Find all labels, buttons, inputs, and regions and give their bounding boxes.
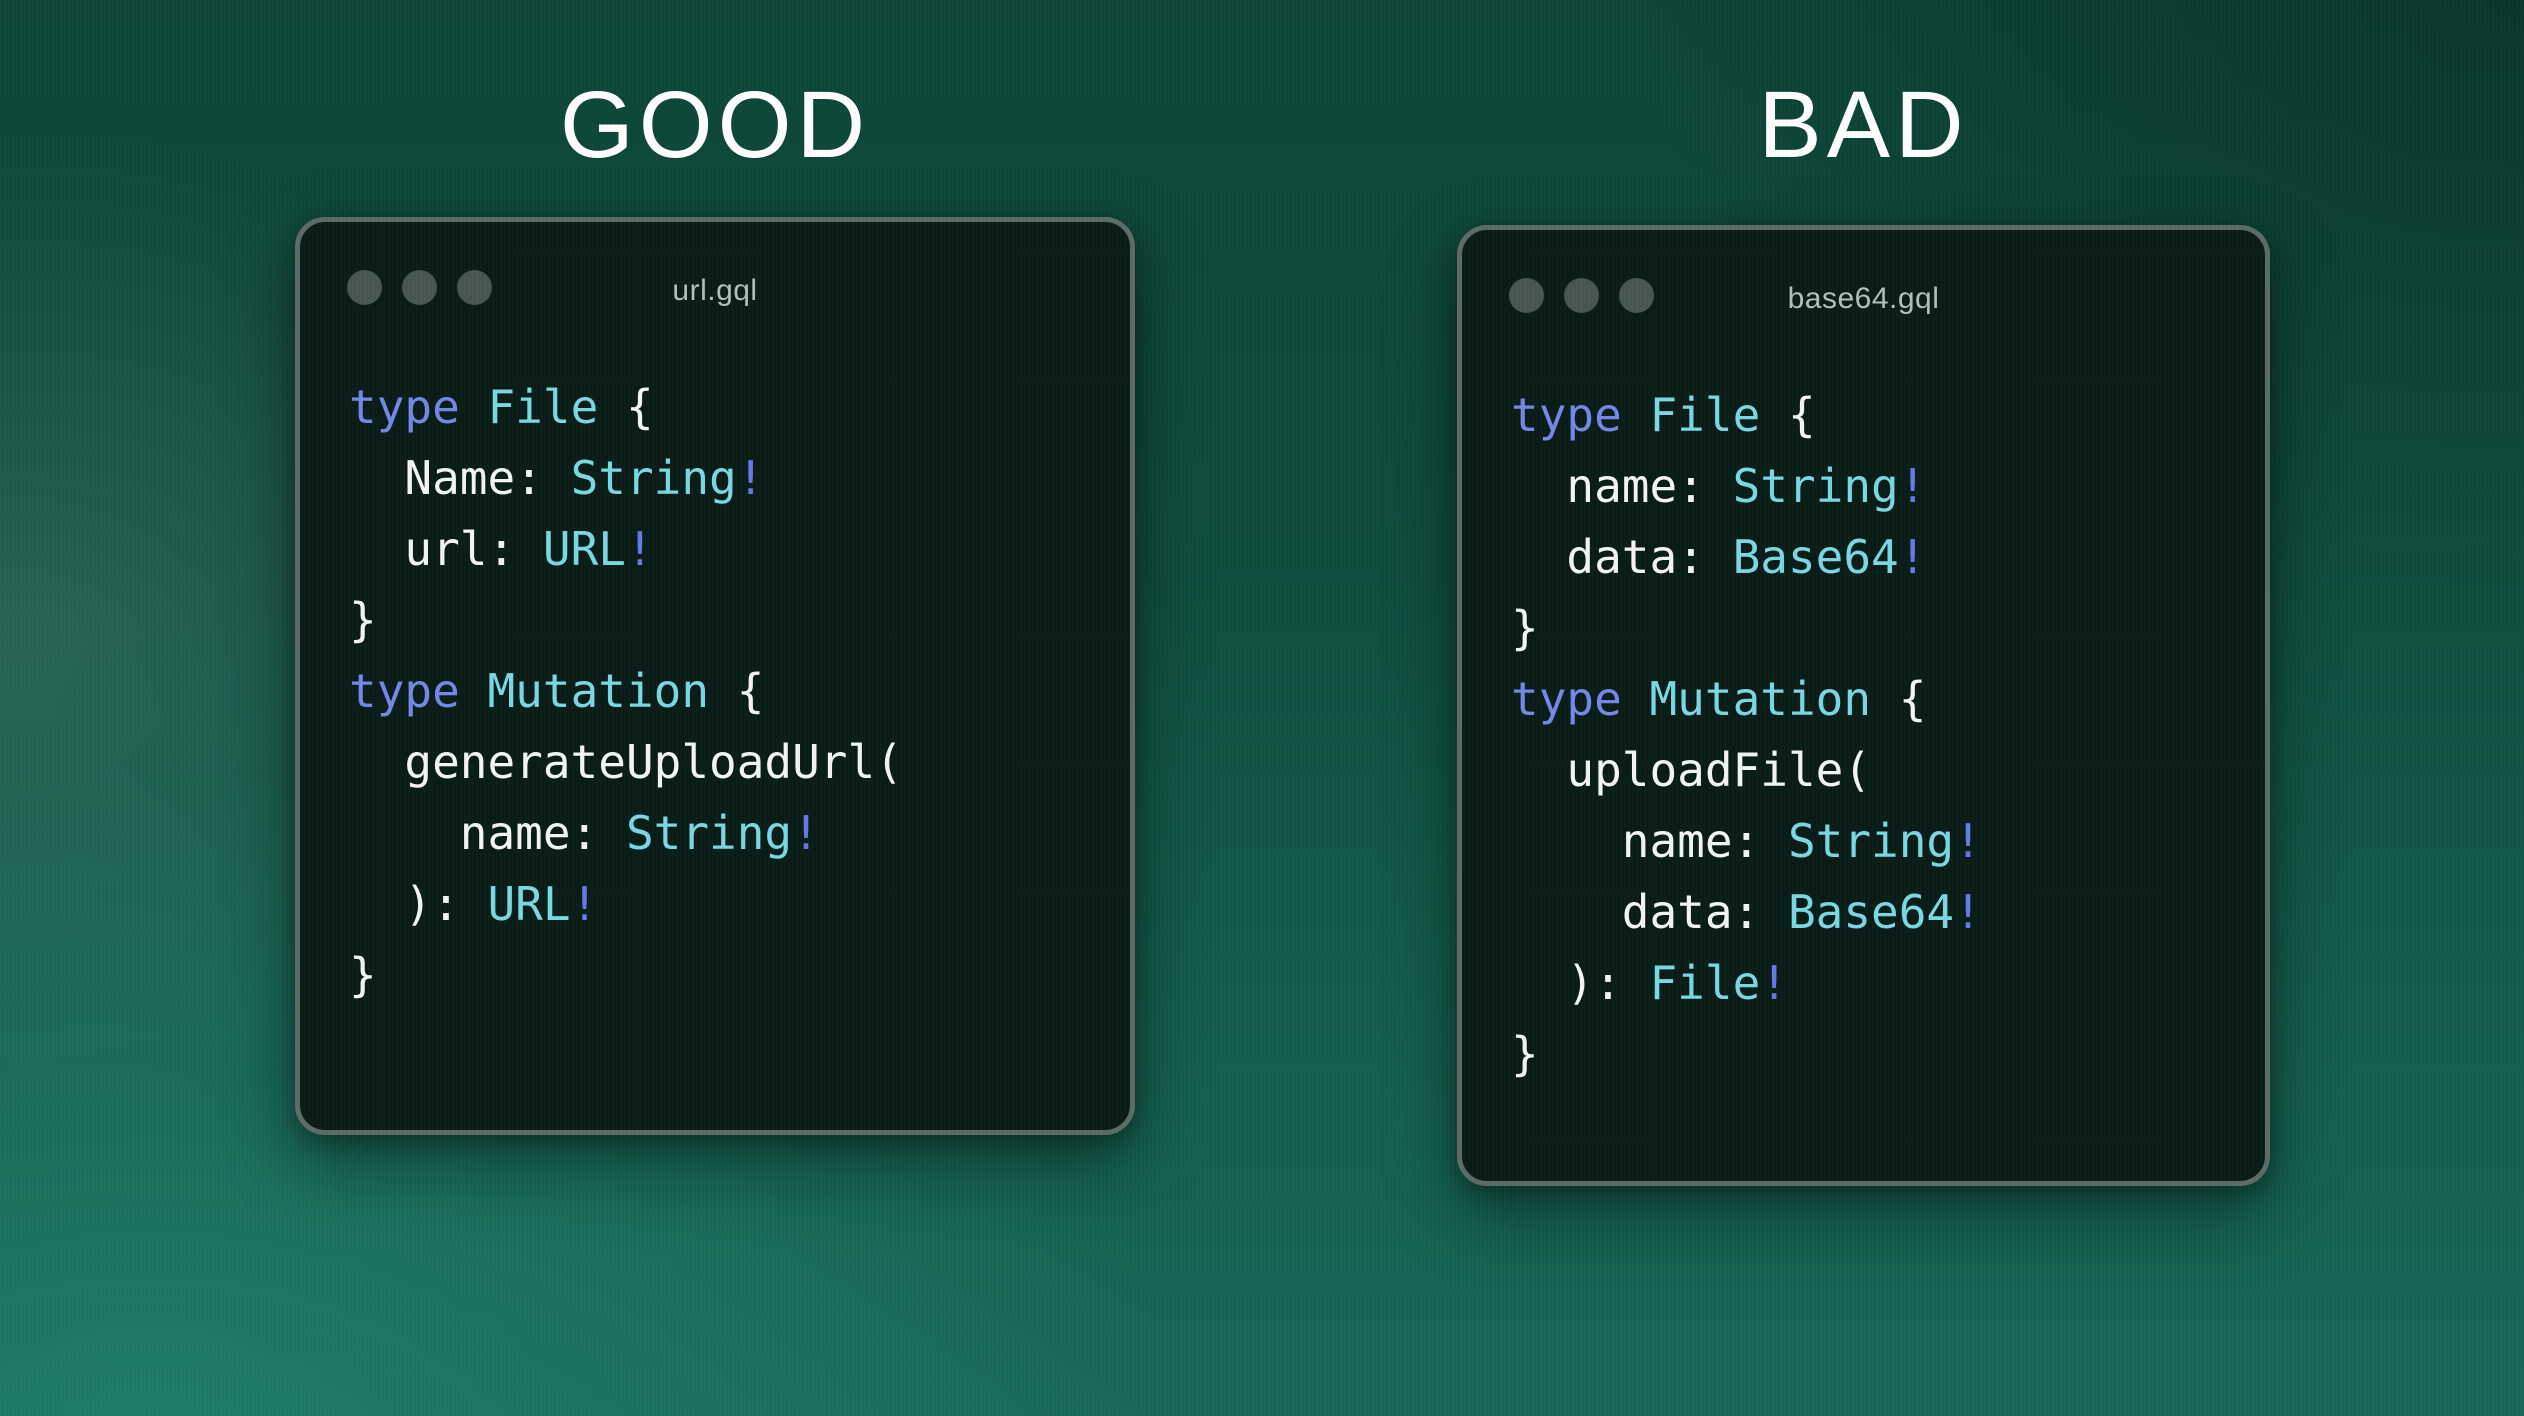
code-token: File bbox=[487, 380, 599, 434]
code-line: ): URL! bbox=[349, 869, 1120, 940]
window-title: url.gql bbox=[672, 274, 758, 307]
code-token: type bbox=[349, 380, 460, 434]
code-line: ): File! bbox=[1511, 948, 2255, 1019]
code-token: Base64 bbox=[1732, 530, 1899, 584]
code-token: String bbox=[625, 806, 793, 860]
code-token: File bbox=[1649, 956, 1761, 1010]
traffic-lights bbox=[1509, 278, 1654, 313]
code-token: type bbox=[349, 664, 460, 718]
code-token bbox=[460, 380, 488, 434]
code-token: ! bbox=[1760, 956, 1788, 1010]
code-line: type File { bbox=[349, 372, 1120, 443]
code-token: ): bbox=[1511, 956, 1650, 1010]
code-token: ! bbox=[1954, 814, 1982, 868]
traffic-lights bbox=[347, 270, 492, 305]
code-token: Mutation bbox=[487, 664, 710, 718]
code-window-good: url.gql type File { Name: String! url: U… bbox=[295, 217, 1135, 1135]
code-token bbox=[460, 664, 488, 718]
code-line: data: Base64! bbox=[1511, 522, 2255, 593]
code-token: generateUploadUrl( bbox=[349, 735, 903, 789]
code-token: Base64 bbox=[1787, 885, 1955, 939]
code-token: URL bbox=[542, 522, 626, 576]
window-control-dot-icon[interactable] bbox=[347, 270, 382, 305]
code-line: name: String! bbox=[349, 798, 1120, 869]
code-line: } bbox=[349, 940, 1120, 1011]
code-line: uploadFile( bbox=[1511, 735, 2255, 806]
code-editor: type File { name: String! data: Base64!}… bbox=[1462, 360, 2265, 1090]
code-token: url: bbox=[349, 522, 543, 576]
code-editor: type File { Name: String! url: URL!} type… bbox=[300, 352, 1130, 1011]
code-line: name: String! bbox=[1511, 451, 2255, 522]
code-token: Mutation bbox=[1649, 672, 1872, 726]
code-token: type bbox=[1511, 388, 1622, 442]
code-line: } bbox=[349, 585, 1120, 656]
window-title: base64.gql bbox=[1787, 282, 1940, 315]
code-token: data: bbox=[1511, 885, 1788, 939]
code-token: ! bbox=[736, 451, 765, 505]
window-control-dot-icon[interactable] bbox=[1509, 278, 1544, 313]
code-token bbox=[1622, 388, 1650, 442]
code-token: data: bbox=[1511, 530, 1733, 584]
code-token: ): bbox=[349, 877, 488, 931]
window-titlebar: base64.gql bbox=[1462, 230, 2265, 360]
verdict-heading-bad: BAD bbox=[1758, 72, 1969, 178]
code-token: } bbox=[1511, 601, 1539, 655]
code-token: { bbox=[598, 380, 654, 434]
code-line: Name: String! bbox=[349, 443, 1120, 514]
window-control-dot-icon[interactable] bbox=[1619, 278, 1654, 313]
window-control-dot-icon[interactable] bbox=[402, 270, 437, 305]
code-token: ! bbox=[1898, 459, 1927, 513]
code-line: } bbox=[1511, 1019, 2255, 1090]
code-line: type Mutation { bbox=[1511, 664, 2255, 735]
code-line: data: Base64! bbox=[1511, 877, 2255, 948]
code-token: String bbox=[1787, 814, 1955, 868]
code-token: ! bbox=[625, 522, 654, 576]
code-token: ! bbox=[570, 877, 599, 931]
code-line: type File { bbox=[1511, 380, 2255, 451]
code-token: ! bbox=[1898, 530, 1927, 584]
code-token: String bbox=[1732, 459, 1899, 513]
code-token: } bbox=[349, 948, 377, 1002]
code-token: } bbox=[1511, 1027, 1539, 1081]
code-line: generateUploadUrl( bbox=[349, 727, 1120, 798]
code-token: name: bbox=[349, 806, 626, 860]
code-line: name: String! bbox=[1511, 806, 2255, 877]
verdict-heading-good: GOOD bbox=[559, 72, 871, 178]
window-titlebar: url.gql bbox=[300, 222, 1130, 352]
code-token: type bbox=[1511, 672, 1622, 726]
code-token: ! bbox=[792, 806, 820, 860]
code-token: URL bbox=[487, 877, 571, 931]
code-token: } bbox=[349, 593, 377, 647]
code-token: uploadFile( bbox=[1511, 743, 1872, 797]
code-token: name: bbox=[1511, 459, 1733, 513]
code-token: String bbox=[570, 451, 737, 505]
code-token: { bbox=[1760, 388, 1816, 442]
code-token: File bbox=[1649, 388, 1761, 442]
window-control-dot-icon[interactable] bbox=[1564, 278, 1599, 313]
code-token: Name: bbox=[349, 451, 571, 505]
code-token: { bbox=[709, 664, 765, 718]
code-line: url: URL! bbox=[349, 514, 1120, 585]
code-window-bad: base64.gql type File { name: String! dat… bbox=[1457, 225, 2270, 1186]
code-token bbox=[1622, 672, 1650, 726]
code-token: ! bbox=[1954, 885, 1982, 939]
code-token: { bbox=[1871, 672, 1927, 726]
code-line: } bbox=[1511, 593, 2255, 664]
code-line: type Mutation { bbox=[349, 656, 1120, 727]
code-token: name: bbox=[1511, 814, 1788, 868]
window-control-dot-icon[interactable] bbox=[457, 270, 492, 305]
